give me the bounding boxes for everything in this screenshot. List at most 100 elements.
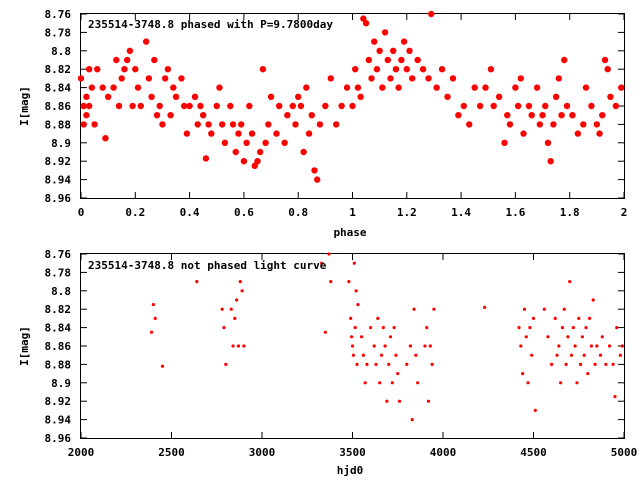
data-point <box>180 102 188 110</box>
data-point <box>552 93 560 101</box>
data-point <box>620 344 624 348</box>
data-point <box>350 344 355 348</box>
data-point <box>85 102 93 110</box>
data-point <box>243 139 250 146</box>
y-tick-label: 8.92 <box>45 395 72 408</box>
x-tick-label: 0.2 <box>125 206 145 219</box>
data-point <box>607 93 614 101</box>
data-point <box>333 121 340 128</box>
data-point <box>428 10 435 18</box>
data-point <box>289 102 296 110</box>
data-point <box>178 75 185 82</box>
data-point <box>240 158 248 165</box>
data-point <box>227 102 234 110</box>
data-point <box>580 335 584 339</box>
data-point <box>222 326 226 330</box>
data-point <box>428 344 432 348</box>
data-point <box>376 316 380 320</box>
data-point <box>490 102 497 110</box>
data-point <box>542 102 549 110</box>
data-point <box>397 399 402 403</box>
data-point <box>562 307 566 311</box>
data-point <box>455 112 462 119</box>
data-point <box>259 66 267 73</box>
data-point <box>405 362 409 366</box>
data-point <box>483 305 487 309</box>
data-point <box>387 75 394 82</box>
data-point <box>240 289 244 293</box>
data-point <box>580 121 587 128</box>
data-point <box>395 84 402 91</box>
data-point <box>126 47 134 54</box>
data-point <box>115 102 123 110</box>
data-point <box>316 121 324 128</box>
data-point <box>300 148 307 156</box>
data-point <box>99 84 106 91</box>
data-point <box>216 84 223 91</box>
data-point <box>284 112 291 119</box>
data-point <box>368 75 375 82</box>
data-point <box>613 395 617 399</box>
data-point <box>231 344 235 348</box>
data-point <box>381 29 389 36</box>
data-point <box>118 75 125 82</box>
x-tick-label: 1.2 <box>397 206 417 219</box>
data-point <box>547 158 554 165</box>
data-point <box>371 38 378 45</box>
data-point <box>224 362 228 366</box>
data-point <box>85 66 93 73</box>
data-point <box>385 399 389 403</box>
data-point <box>398 56 405 64</box>
data-point <box>305 130 313 137</box>
data-point <box>506 121 514 128</box>
x-tick-label: 3000 <box>249 446 276 459</box>
data-points <box>149 252 624 422</box>
data-point <box>113 56 120 64</box>
data-point <box>373 66 381 73</box>
data-point <box>323 330 327 334</box>
data-point <box>533 84 541 91</box>
data-point <box>142 38 150 45</box>
x-tick-label: 4500 <box>520 446 547 459</box>
data-point <box>94 66 101 73</box>
data-point <box>406 47 413 54</box>
y-tick-label: 8.94 <box>45 414 72 427</box>
x-tick-label: 4000 <box>430 446 457 459</box>
data-point <box>517 326 521 330</box>
data-point <box>589 344 594 348</box>
data-point <box>396 372 400 376</box>
data-point <box>611 362 615 366</box>
x-ticks: 2000 2500 3000 3500 4000 4500 5000 <box>68 254 637 459</box>
data-point <box>536 121 544 128</box>
data-point <box>584 326 588 330</box>
data-point <box>403 66 410 73</box>
data-point <box>186 102 193 110</box>
data-point <box>521 372 525 376</box>
data-point <box>137 102 144 110</box>
data-point <box>170 84 177 91</box>
data-point <box>213 102 220 110</box>
data-point <box>586 372 590 376</box>
data-point <box>374 362 378 366</box>
data-point <box>205 121 212 128</box>
data-point <box>553 316 557 320</box>
data-point <box>444 93 451 101</box>
data-point <box>233 316 237 320</box>
data-point <box>578 362 583 366</box>
y-tick-label: 8.92 <box>45 155 72 168</box>
data-point <box>569 353 574 357</box>
data-point <box>390 47 397 54</box>
data-point <box>615 326 619 330</box>
data-point <box>593 362 597 366</box>
x-tick-label: 0.4 <box>180 206 200 219</box>
data-point <box>466 121 473 128</box>
data-point <box>80 102 87 110</box>
data-point <box>533 408 537 412</box>
x-tick-label: 1.8 <box>560 206 580 219</box>
data-point <box>362 20 370 27</box>
data-point <box>569 112 576 119</box>
y-tick-label: 8.88 <box>45 358 72 371</box>
data-point <box>132 66 139 73</box>
y-axis-label: I[mag] <box>18 86 31 126</box>
data-point <box>102 135 109 142</box>
